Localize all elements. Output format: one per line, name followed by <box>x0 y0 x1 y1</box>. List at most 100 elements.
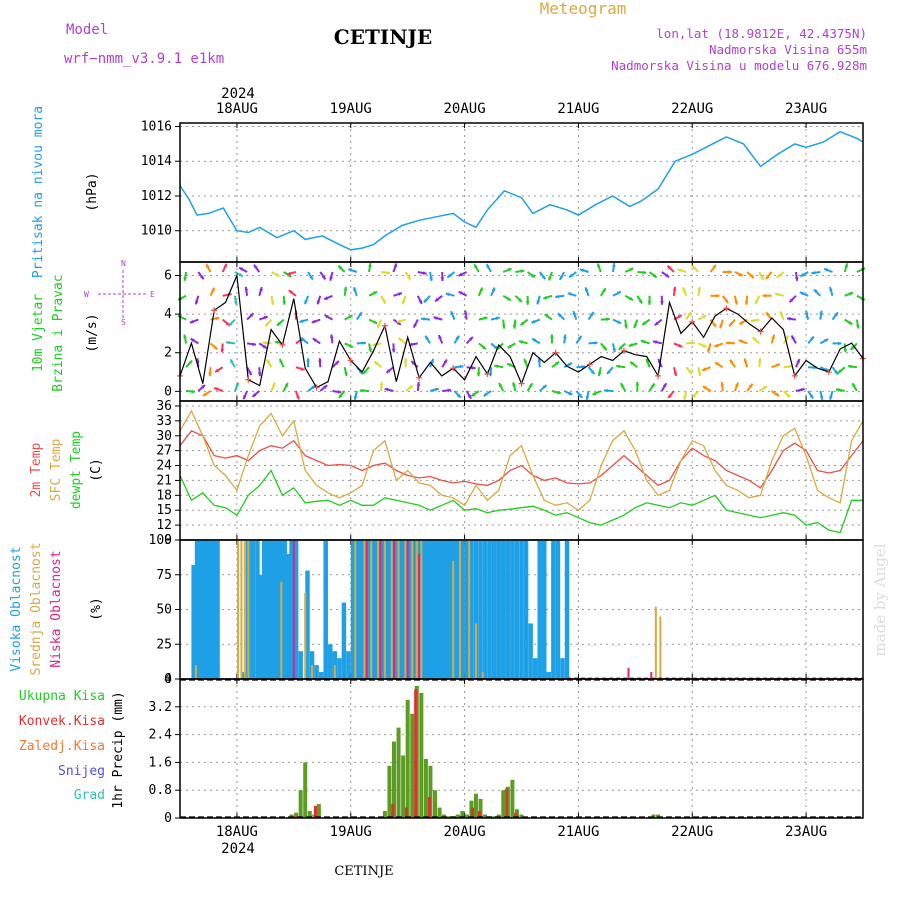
wind-arrowhead <box>252 393 257 397</box>
cloud-bar-mid <box>370 540 373 679</box>
wind-arrowhead <box>724 299 729 303</box>
wind-arrowhead <box>589 312 594 317</box>
wind-arrowhead <box>507 344 512 348</box>
y-tick-label: 9 <box>164 533 172 548</box>
cloud-bar-high <box>510 540 515 679</box>
cloud-bar-high <box>282 540 287 679</box>
model-name: wrf−nmm_v3.9.1 e1km <box>64 51 224 67</box>
wind-gust-marker <box>518 380 525 387</box>
cloud-bar-high <box>367 540 373 679</box>
cloud-bar-high <box>532 658 538 679</box>
wind-arrowhead <box>657 358 662 363</box>
wind-arrowhead <box>211 287 215 292</box>
wind-arrowhead <box>752 337 757 342</box>
wind-arrowhead <box>697 286 702 291</box>
wind-arrowhead <box>458 272 463 277</box>
cloud-bar-high <box>537 540 542 679</box>
precip-conv-bar <box>505 788 509 818</box>
wind-arrowhead <box>338 265 343 270</box>
precip-total-bar <box>473 793 478 818</box>
wind-arrowhead <box>476 372 481 377</box>
precip-total-bar <box>428 765 433 818</box>
wind-arrowhead <box>849 292 854 296</box>
precip-total-bar <box>396 727 401 818</box>
y-tick-label: 33 <box>156 414 172 429</box>
cloud-bar-high <box>215 540 220 679</box>
precip-unit-label: 1hr Precip (mm) <box>111 691 126 808</box>
wind-arrowhead <box>220 348 225 353</box>
wind-arrowhead <box>398 292 402 296</box>
wind-arrowhead <box>507 363 512 367</box>
wind-arrowhead <box>300 337 305 342</box>
wind-arrowhead <box>616 291 621 295</box>
wind-arrowhead <box>628 343 633 347</box>
bottom-date-label: 23AUG <box>785 824 827 840</box>
cloud-bar-high <box>496 540 501 679</box>
wind-arrowhead <box>483 392 488 397</box>
wind-arrowhead <box>386 369 391 373</box>
wind-arrowhead <box>223 263 227 268</box>
wind-arrowhead <box>456 393 461 398</box>
wind-arrowhead <box>678 343 683 348</box>
y-tick-label: 0 <box>164 811 172 826</box>
wind-arrowhead <box>555 294 560 299</box>
bottom-date-labels: 18AUG 19AUG 20AUG 21AUG 22AUG 23AUG <box>216 824 827 840</box>
wind-arrowhead <box>592 391 597 396</box>
cloud-bar-high <box>250 540 256 679</box>
cloud-bar-mid <box>420 540 423 679</box>
wind-arrowhead <box>776 363 780 368</box>
cloud-bar-mid <box>243 540 246 679</box>
wind-arrowhead <box>408 342 413 347</box>
wind-arrowhead <box>568 362 573 367</box>
y-tick-label: 1016 <box>141 119 172 134</box>
cloud-bar-high <box>446 540 451 679</box>
wind-arrowhead <box>811 270 816 275</box>
cloud-bar-high <box>560 658 565 679</box>
cloud-bar-high <box>478 540 483 679</box>
precip-total-bar <box>294 812 299 818</box>
wind-arrowhead <box>421 317 425 321</box>
wind-arrowhead <box>837 341 842 346</box>
cloud-bar-high <box>211 540 217 679</box>
cloud-bar-low <box>292 540 295 679</box>
cloud-bar-mid <box>363 540 366 679</box>
wind-arrowhead <box>810 336 814 341</box>
precip-total-bar <box>392 741 397 818</box>
top-date-label: 20AUG <box>444 101 486 117</box>
wind-arrowhead <box>233 300 238 305</box>
cloud-bar-mid <box>459 540 462 679</box>
panel-frame <box>179 400 864 541</box>
wind-arrowhead <box>213 345 218 350</box>
dewpt-axis-label: dewpt Temp <box>69 431 84 509</box>
cloud-bar-mid <box>411 540 414 679</box>
wind-arrowhead <box>295 395 300 400</box>
wind-arrowhead <box>743 358 748 363</box>
wind-arrowhead <box>834 312 838 317</box>
wind-arrowhead <box>348 343 353 348</box>
wind-arrowhead <box>568 391 573 395</box>
y-tick-label: 50 <box>156 603 172 618</box>
wind-axis-label-1: 10m Vjetar <box>31 294 46 372</box>
wind-arrowhead <box>262 340 267 345</box>
y-tick-label: 1014 <box>141 154 172 169</box>
wind-arrowhead <box>284 382 288 387</box>
wind-arrowhead <box>483 316 488 321</box>
cloud-bar-high <box>384 540 390 679</box>
wind-arrowhead <box>368 348 373 353</box>
y-tick-label: 0.8 <box>149 783 172 798</box>
wind-arrowhead <box>494 364 499 369</box>
wind-arrowhead <box>569 273 574 278</box>
wind-arrowhead <box>692 265 696 270</box>
cloud-bar-high <box>551 540 556 679</box>
wind-arrowhead <box>311 385 316 390</box>
wind-arrowhead <box>688 370 693 374</box>
wind-arrowhead <box>766 312 770 317</box>
wind-gust-marker <box>450 365 457 372</box>
precip-total-bar <box>419 692 424 818</box>
wind-arrowhead <box>602 288 606 293</box>
cloud-bar-high <box>542 540 547 679</box>
wind-arrowhead <box>771 334 775 339</box>
bottom-date-label: 21AUG <box>557 824 599 840</box>
precip-conv-bar <box>405 807 409 818</box>
wind-arrowhead <box>855 324 860 329</box>
